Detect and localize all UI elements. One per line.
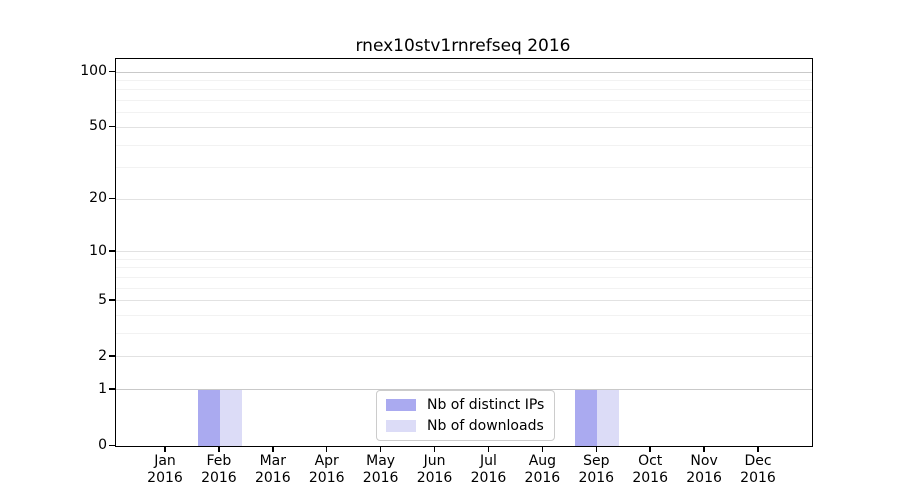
gridline-minor-4 xyxy=(116,315,812,317)
gridline-minor-60 xyxy=(116,112,812,114)
x-tick-label-line: 2016 xyxy=(254,470,291,486)
plot-area: Nb of distinct IPs Nb of downloads xyxy=(115,58,813,447)
x-tick-label-line: Feb xyxy=(206,453,232,469)
x-tick-mark-feb-2016 xyxy=(218,446,220,452)
y-tick-mark-5 xyxy=(109,299,115,301)
legend-row-nb-of-distinct-ips: Nb of distinct IPs xyxy=(386,397,544,413)
x-tick-label-jul-2016: Jul 2016 xyxy=(452,453,524,487)
x-tick-label-aug-2016: Aug 2016 xyxy=(506,453,578,487)
x-tick-label-line: 2016 xyxy=(308,470,345,486)
legend: Nb of distinct IPs Nb of downloads xyxy=(376,390,556,441)
x-tick-mark-dec-2016 xyxy=(757,446,759,452)
x-tick-mark-mar-2016 xyxy=(272,446,274,452)
x-tick-label-line: 2016 xyxy=(416,470,453,486)
gridline-minor-70 xyxy=(116,100,812,102)
x-tick-label-line: 2016 xyxy=(686,470,722,486)
x-tick-mark-oct-2016 xyxy=(649,446,651,452)
gridline-minor-90 xyxy=(116,79,812,81)
y-tick-label-2: 2 xyxy=(98,347,107,364)
x-tick-label-line: 2016 xyxy=(740,470,776,486)
legend-label-nb-of-downloads: Nb of downloads xyxy=(427,418,544,434)
x-tick-label-line: Sep xyxy=(583,453,610,469)
x-tick-label-line: 2016 xyxy=(362,470,399,486)
x-tick-label-line: Aug xyxy=(528,453,557,469)
x-tick-label-line: May xyxy=(366,453,396,469)
x-tick-label-line: Jan xyxy=(154,453,176,469)
y-tick-label-10: 10 xyxy=(89,242,107,259)
y-tick-mark-1 xyxy=(109,388,115,390)
x-tick-mark-jan-2016 xyxy=(164,446,166,452)
y-tick-label-5: 5 xyxy=(98,291,107,308)
bar-nb-of-distinct-ips-sep-2016 xyxy=(575,389,598,446)
bar-nb-of-downloads-sep-2016 xyxy=(597,389,620,446)
gridline-major-2 xyxy=(116,356,812,358)
x-tick-label-line: 2016 xyxy=(524,470,561,486)
x-tick-label-may-2016: May 2016 xyxy=(345,453,417,487)
y-tick-mark-50 xyxy=(109,125,115,128)
legend-row-nb-of-downloads: Nb of downloads xyxy=(386,418,544,434)
x-tick-label-line: Apr xyxy=(314,453,339,469)
bar-nb-of-distinct-ips-feb-2016 xyxy=(197,389,220,446)
gridline-minor-8 xyxy=(116,267,812,269)
x-tick-label-line: 2016 xyxy=(201,470,237,486)
x-tick-label-line: 2016 xyxy=(470,470,507,486)
x-tick-label-line: Jul xyxy=(480,453,497,469)
gridline-major-20 xyxy=(116,198,812,200)
y-tick-label-50: 50 xyxy=(89,118,107,135)
x-tick-mark-apr-2016 xyxy=(325,446,328,452)
x-tick-label-jan-2016: Jan 2016 xyxy=(129,453,201,487)
y-tick-label-20: 20 xyxy=(89,190,107,207)
x-tick-mark-may-2016 xyxy=(379,446,382,452)
x-tick-mark-jul-2016 xyxy=(487,446,490,452)
x-tick-mark-nov-2016 xyxy=(703,446,705,452)
x-tick-label-line: 2016 xyxy=(147,470,183,486)
x-tick-mark-sep-2016 xyxy=(595,446,598,452)
gridline-minor-80 xyxy=(116,89,812,91)
x-tick-label-line: 2016 xyxy=(578,470,615,486)
legend-swatch-nb-of-downloads xyxy=(386,420,416,432)
y-tick-label-1: 1 xyxy=(98,380,107,397)
x-tick-label-line: Dec xyxy=(744,453,772,469)
legend-label-nb-of-distinct-ips: Nb of distinct IPs xyxy=(427,397,545,413)
gridline-minor-7 xyxy=(116,276,812,278)
gridline-minor-6 xyxy=(116,287,812,289)
x-tick-label-nov-2016: Nov 2016 xyxy=(668,453,740,487)
gridline-minor-40 xyxy=(116,144,812,146)
gridline-major-100 xyxy=(116,71,812,73)
gridline-minor-3 xyxy=(116,333,812,335)
y-tick-mark-0 xyxy=(109,444,115,446)
x-tick-label-dec-2016: Dec 2016 xyxy=(722,453,794,487)
x-tick-label-oct-2016: Oct 2016 xyxy=(614,453,686,487)
y-tick-mark-10 xyxy=(109,250,115,252)
x-tick-label-line: Oct xyxy=(638,453,663,469)
gridline-major-1 xyxy=(116,389,812,391)
gridline-major-5 xyxy=(116,300,812,302)
bar-nb-of-downloads-feb-2016 xyxy=(219,389,242,446)
y-tick-mark-100 xyxy=(109,70,115,72)
x-tick-mark-jun-2016 xyxy=(433,446,436,452)
x-tick-label-sep-2016: Sep 2016 xyxy=(560,453,632,487)
x-tick-label-line: 2016 xyxy=(632,470,668,486)
x-tick-label-line: Nov xyxy=(690,453,718,469)
y-tick-label-0: 0 xyxy=(98,437,107,453)
gridline-major-50 xyxy=(116,126,812,128)
y-tick-mark-2 xyxy=(109,355,115,357)
x-tick-label-jun-2016: Jun 2016 xyxy=(399,453,471,487)
x-tick-mark-aug-2016 xyxy=(541,446,544,452)
y-tick-mark-20 xyxy=(109,197,115,200)
x-tick-label-line: Jun xyxy=(423,453,446,469)
gridline-major-10 xyxy=(116,251,812,253)
y-tick-label-100: 100 xyxy=(80,63,107,79)
gridline-minor-30 xyxy=(116,167,812,169)
x-tick-label-line: Mar xyxy=(259,453,287,469)
x-tick-label-feb-2016: Feb 2016 xyxy=(183,453,255,487)
gridline-minor-9 xyxy=(116,258,812,260)
x-tick-label-apr-2016: Apr 2016 xyxy=(291,453,363,487)
legend-swatch-nb-of-distinct-ips xyxy=(386,399,416,411)
chart-title: rnex10stv1rnrefseq 2016 xyxy=(355,36,571,56)
x-tick-label-mar-2016: Mar 2016 xyxy=(237,453,309,487)
